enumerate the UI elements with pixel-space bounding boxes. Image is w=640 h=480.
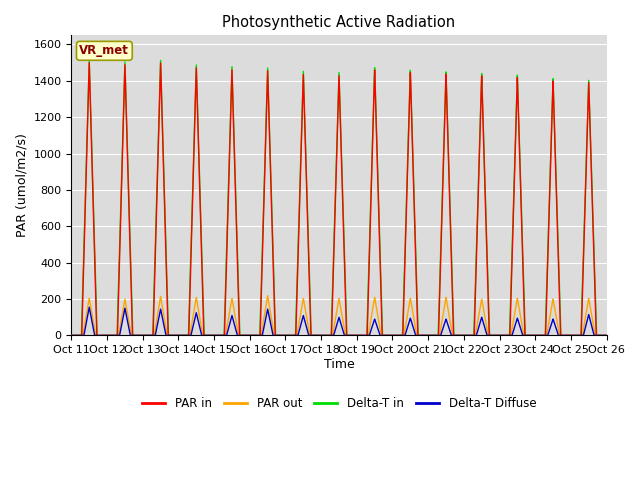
Y-axis label: PAR (umol/m2/s): PAR (umol/m2/s) — [15, 133, 28, 237]
X-axis label: Time: Time — [324, 358, 355, 371]
Legend: PAR in, PAR out, Delta-T in, Delta-T Diffuse: PAR in, PAR out, Delta-T in, Delta-T Dif… — [137, 392, 541, 415]
Title: Photosynthetic Active Radiation: Photosynthetic Active Radiation — [223, 15, 456, 30]
Text: VR_met: VR_met — [79, 44, 129, 57]
